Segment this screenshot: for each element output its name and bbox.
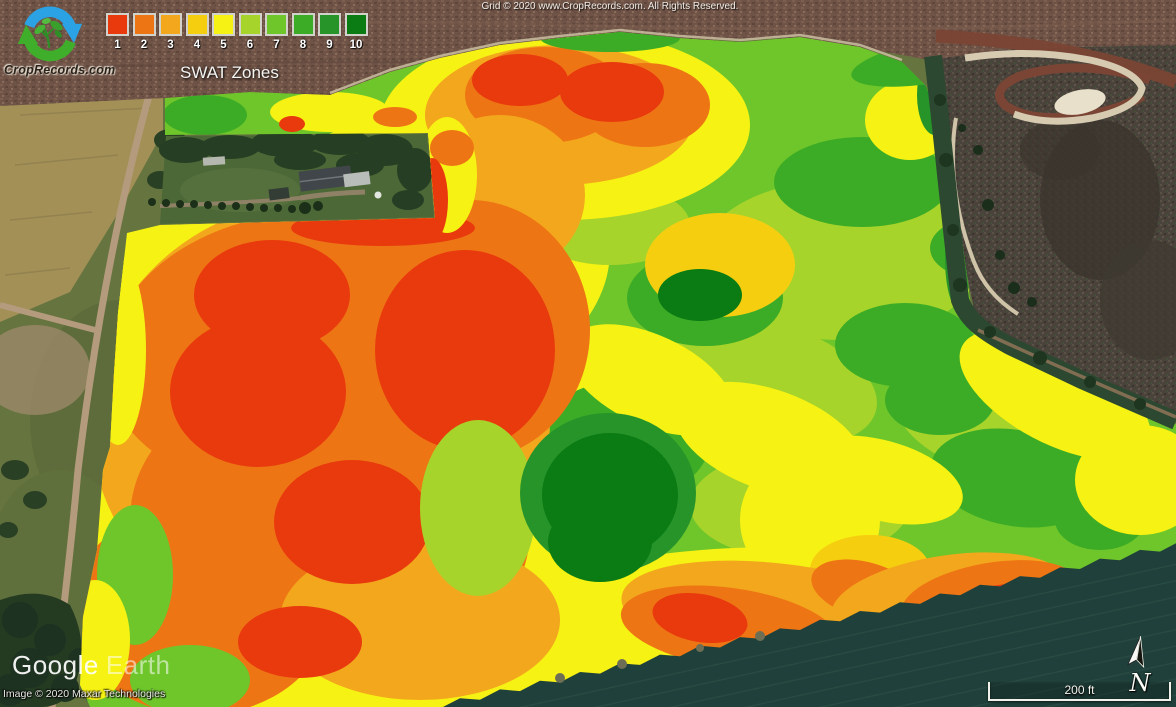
legend-zone-number: 8 [299, 39, 307, 51]
legend-swatch [238, 13, 262, 36]
legend-zone-number: 3 [167, 39, 174, 51]
sprout-icon [34, 18, 63, 48]
legend-zone-number: 6 [246, 39, 254, 51]
north-arrow-icon [1127, 636, 1145, 669]
legend-zone: 7 [265, 13, 288, 51]
legend-zone: 8 [291, 13, 315, 51]
legend-zone: 5 [212, 13, 235, 51]
legend-swatch [344, 13, 368, 36]
legend-zone-number: 9 [326, 39, 333, 51]
google-earth-word1: Google [12, 650, 99, 680]
swat-zones-heatmap [80, 32, 1176, 707]
sand-bar [964, 49, 1146, 125]
legend: 1 2 3 4 5 6 7 8 9 10 [106, 13, 368, 51]
google-earth-word2: Earth [105, 650, 171, 680]
legend-swatch [159, 13, 182, 36]
imagery-copyright: Image © 2020 Maxar Technologies [3, 688, 166, 700]
legend-zone: 10 [344, 13, 368, 51]
legend-swatch [185, 13, 209, 36]
legend-zone-number: 10 [349, 39, 363, 51]
legend-zone-number: 4 [193, 39, 201, 51]
croprecords-logo-icon [17, 6, 83, 62]
legend-zone-number: 5 [220, 39, 227, 51]
farmstead-trees [159, 129, 433, 210]
legend-zone-number: 1 [114, 39, 121, 51]
riverbank-band [935, 29, 1176, 89]
croprecords-logo: CropRecords.com [4, 2, 115, 77]
legend-zone-number: 2 [140, 39, 148, 51]
legend-title: SWAT Zones [180, 63, 279, 82]
legend-swatch [132, 13, 156, 36]
farmstead [148, 129, 434, 224]
legend-swatch [212, 13, 235, 36]
legend-swatch [318, 13, 341, 36]
grid-copyright: Grid © 2020 www.CropRecords.com. All Rig… [481, 1, 739, 12]
croprecords-logo-text: CropRecords.com [4, 63, 116, 77]
legend-zone: 3 [159, 13, 182, 51]
bush-row [148, 198, 323, 214]
riverbank-strip [555, 54, 1176, 683]
scale-bar: 200 ft [988, 682, 1171, 701]
google-earth-watermark: Google Earth [12, 650, 171, 681]
legend-zone: 2 [132, 13, 156, 51]
legend-zone: 9 [318, 13, 341, 51]
legend-swatch-row: 1 2 3 4 5 6 7 8 9 10 [106, 13, 368, 51]
legend-zone: 1 [106, 13, 129, 51]
legend-zone: 4 [185, 13, 209, 51]
legend-swatch [106, 13, 129, 36]
neighbour-field [0, 98, 163, 322]
north-label: N [1129, 669, 1151, 697]
north-arrow-control[interactable]: N [1114, 634, 1162, 696]
legend-zone-number: 7 [273, 39, 280, 51]
legend-zone: 6 [238, 13, 262, 51]
farm-buildings [268, 165, 371, 201]
legend-swatch [265, 13, 288, 36]
legend-swatch [291, 13, 315, 36]
scale-label: 200 ft [1064, 683, 1095, 697]
